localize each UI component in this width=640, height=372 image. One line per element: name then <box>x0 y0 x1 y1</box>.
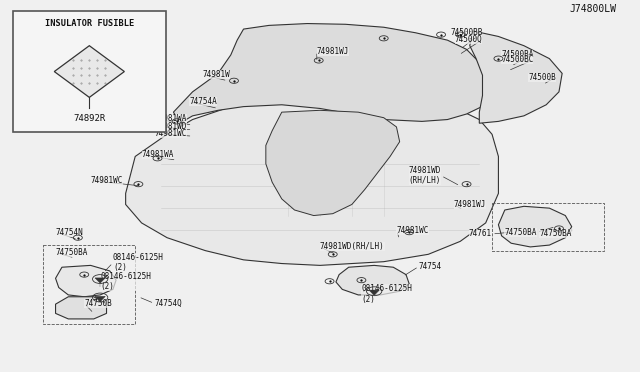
Text: 74750BA: 74750BA <box>540 230 572 238</box>
Text: 74981WD
(RH/LH): 74981WD (RH/LH) <box>409 166 441 185</box>
Polygon shape <box>499 206 572 247</box>
Text: 08146-6125H
(2): 08146-6125H (2) <box>362 284 412 304</box>
Text: 74981WA: 74981WA <box>154 114 187 123</box>
Polygon shape <box>56 297 106 319</box>
Text: INSULATOR FUSIBLE: INSULATOR FUSIBLE <box>45 19 134 28</box>
Text: 08146-6125H
(2): 08146-6125H (2) <box>100 272 151 291</box>
Polygon shape <box>125 96 499 265</box>
Text: 74981WC: 74981WC <box>396 226 429 235</box>
Polygon shape <box>470 31 562 123</box>
Polygon shape <box>56 265 116 297</box>
Polygon shape <box>336 265 409 295</box>
Text: 74750B: 74750B <box>84 299 112 308</box>
Polygon shape <box>95 278 105 283</box>
Text: 74892R: 74892R <box>73 114 106 123</box>
Polygon shape <box>173 23 486 123</box>
Text: 74750BA: 74750BA <box>56 248 88 257</box>
Text: 74981WC: 74981WC <box>91 176 123 185</box>
Text: 74981WD(RH/LH): 74981WD(RH/LH) <box>320 243 385 251</box>
Text: 74981WJ: 74981WJ <box>454 200 486 209</box>
Text: 74500Q: 74500Q <box>455 35 483 44</box>
Text: 74750BA: 74750BA <box>504 228 537 237</box>
Polygon shape <box>95 296 105 302</box>
Text: 74754N: 74754N <box>56 228 83 237</box>
Text: J74800LW: J74800LW <box>570 4 616 14</box>
Text: 08146-6125H
(2): 08146-6125H (2) <box>113 253 164 273</box>
Text: 74981WJ: 74981WJ <box>317 47 349 56</box>
Text: 74761: 74761 <box>469 230 492 238</box>
Text: 74500BB: 74500BB <box>450 28 483 36</box>
Text: 74754A: 74754A <box>189 97 217 106</box>
Text: 74981WA: 74981WA <box>141 150 174 159</box>
Text: 74981WD: 74981WD <box>154 122 187 131</box>
Polygon shape <box>266 110 399 215</box>
Text: 74500B: 74500B <box>528 73 556 81</box>
FancyBboxPatch shape <box>13 11 166 132</box>
Text: 74754: 74754 <box>419 262 442 271</box>
Polygon shape <box>54 46 124 97</box>
Text: 74500BC: 74500BC <box>501 55 534 64</box>
Text: 74754Q: 74754Q <box>154 299 182 308</box>
Text: 74981W: 74981W <box>202 70 230 79</box>
Polygon shape <box>369 290 380 295</box>
Text: 74500BA: 74500BA <box>501 50 534 59</box>
Text: 74981WC: 74981WC <box>154 129 187 138</box>
